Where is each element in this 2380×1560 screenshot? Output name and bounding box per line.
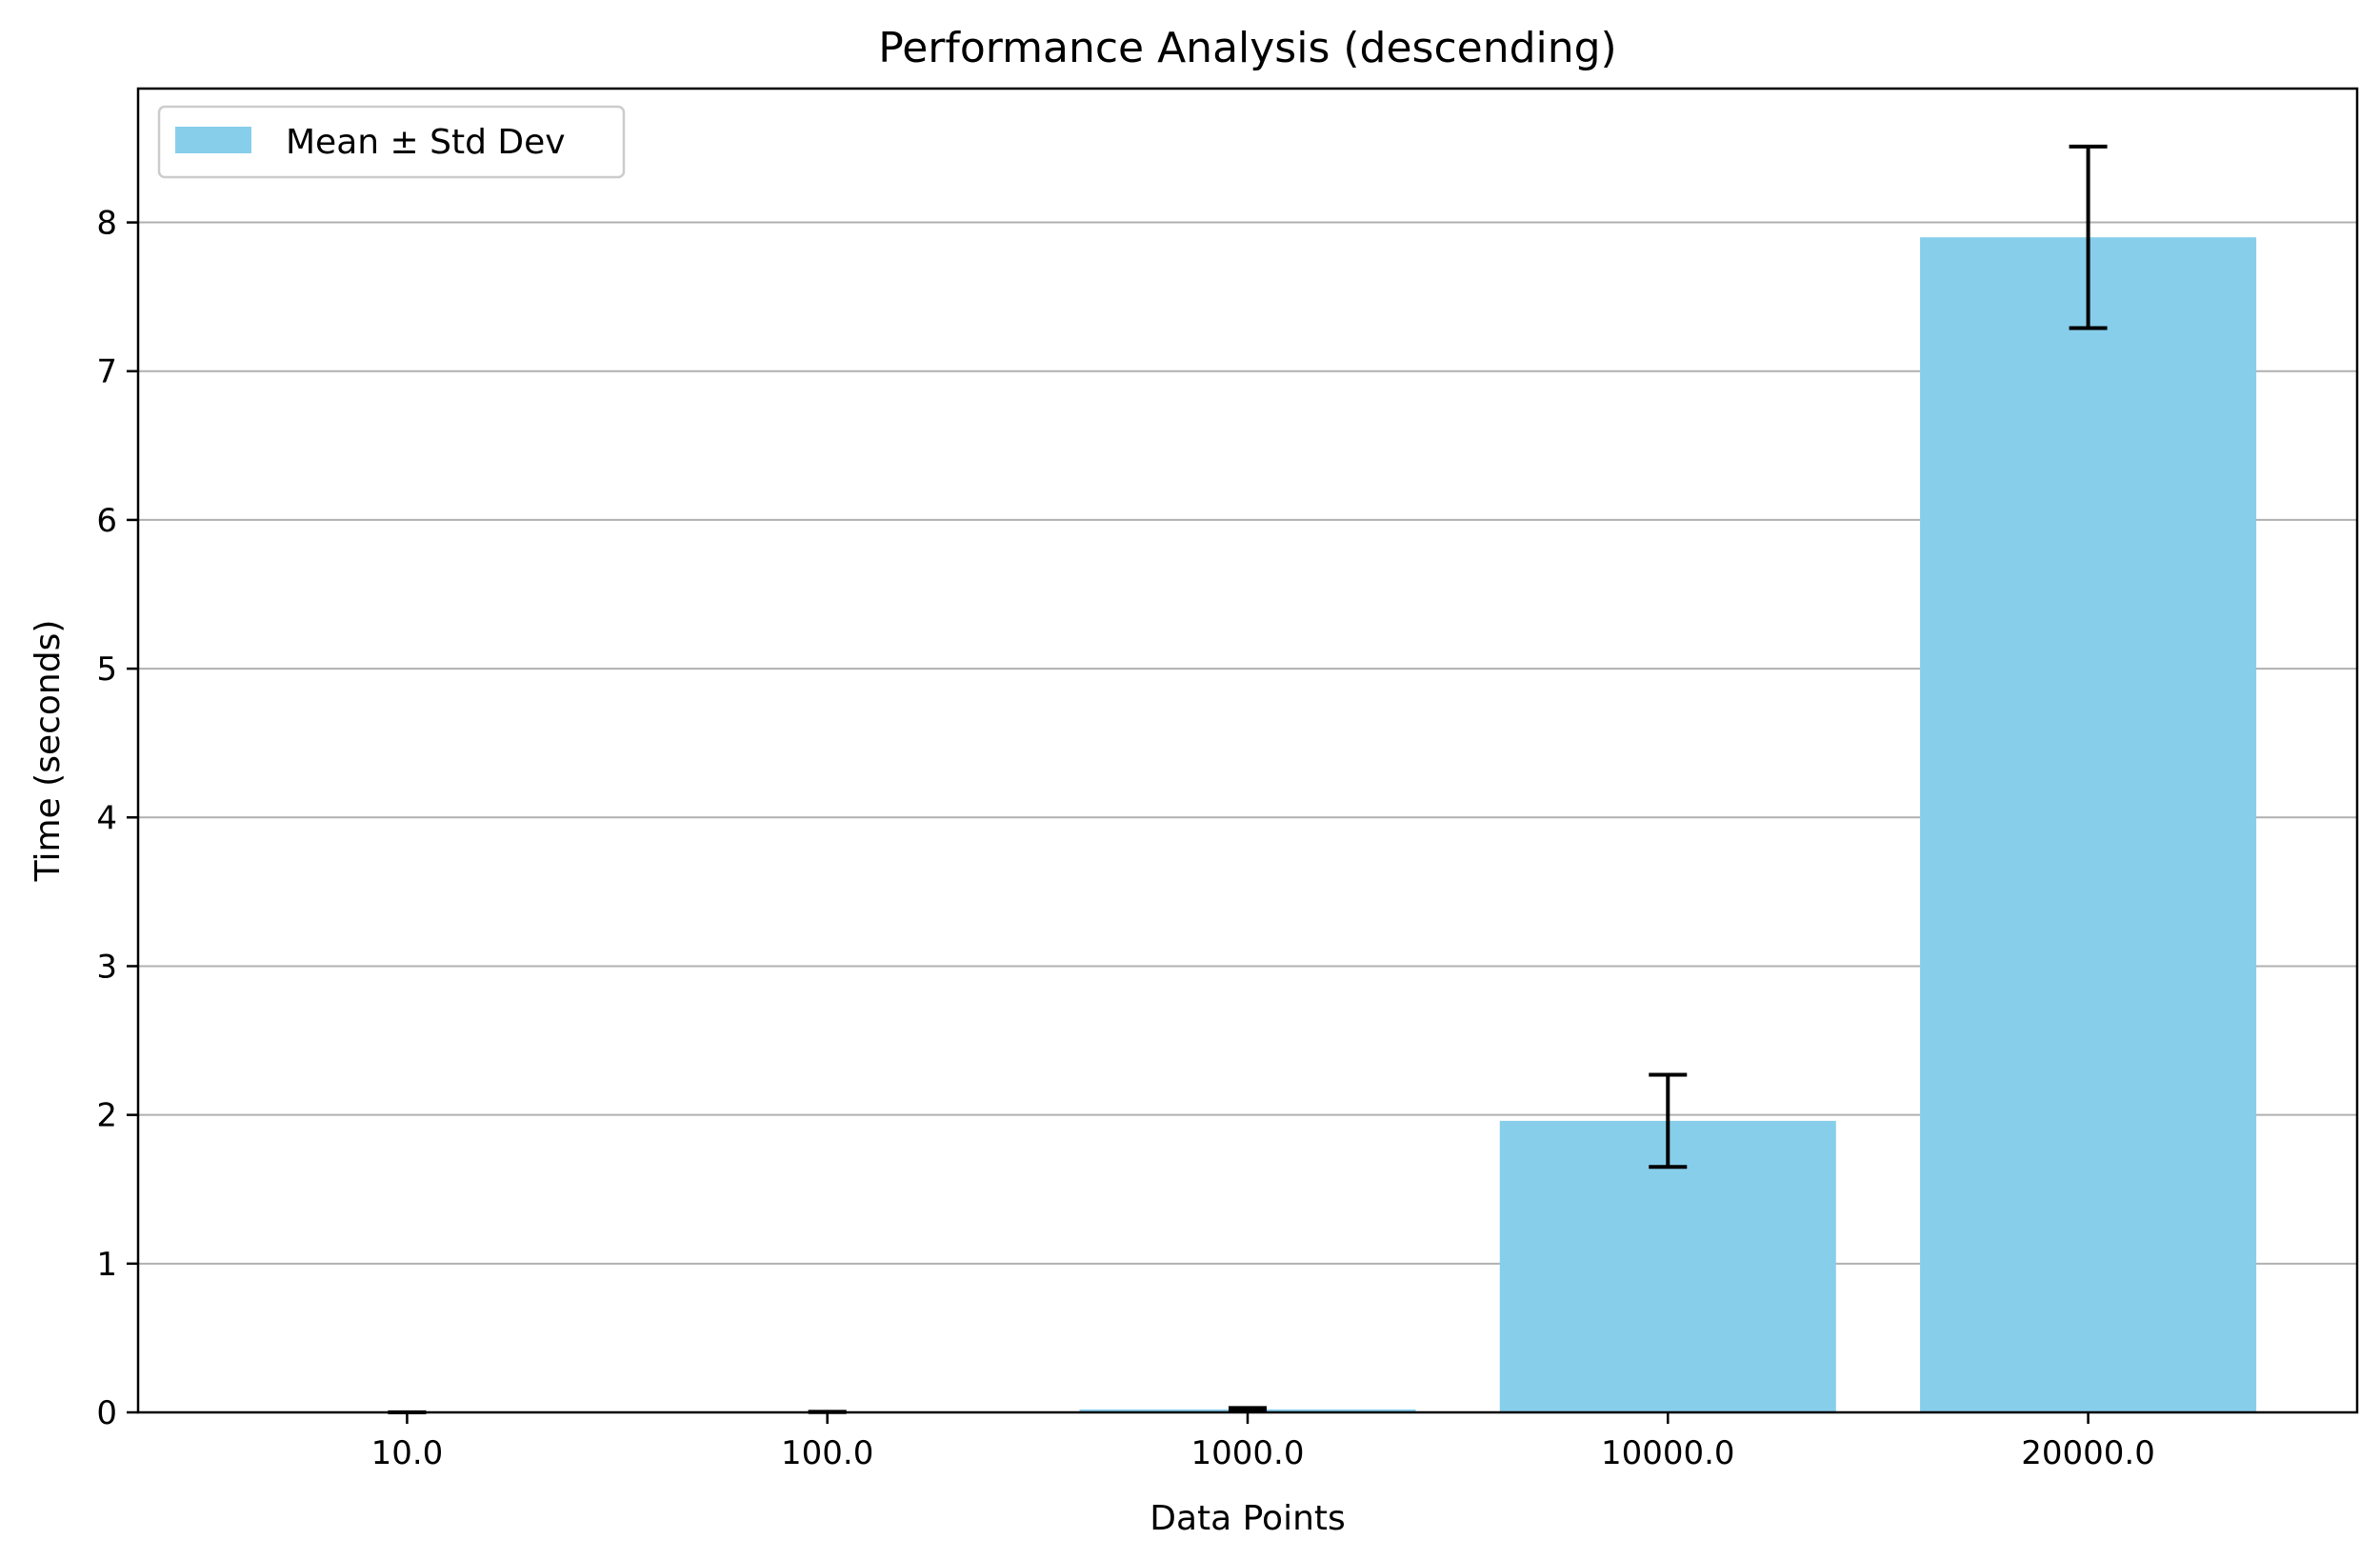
y-tick-label: 8 xyxy=(96,205,117,243)
x-tick-label: 100.0 xyxy=(781,1434,873,1472)
chart-title: Performance Analysis (descending) xyxy=(878,24,1616,72)
error-bar-10000.0 xyxy=(1649,1072,1688,1170)
legend-swatch xyxy=(175,127,251,153)
y-tick-label: 1 xyxy=(96,1246,117,1284)
x-axis-label: Data Points xyxy=(1150,1499,1346,1538)
y-tick-label: 7 xyxy=(96,353,117,391)
y-tick-label: 4 xyxy=(96,799,117,837)
bar-10000.0 xyxy=(1499,1120,1836,1412)
x-tick-label: 1000.0 xyxy=(1191,1434,1305,1472)
bar-20000.0 xyxy=(1920,237,2257,1412)
y-tick-label: 0 xyxy=(96,1394,117,1432)
bars xyxy=(238,237,2257,1412)
error-bar-20000.0 xyxy=(2069,144,2108,330)
legend: Mean ± Std Dev xyxy=(157,105,626,179)
x-tick-label: 20000.0 xyxy=(2021,1434,2155,1472)
y-tick-label: 2 xyxy=(96,1097,117,1135)
y-tick-label: 5 xyxy=(96,650,117,689)
y-axis-label: Time (seconds) xyxy=(29,620,68,883)
y-tick-label: 6 xyxy=(96,502,117,540)
legend-label: Mean ± Std Dev xyxy=(286,123,566,162)
error-bar-1000.0 xyxy=(1229,1406,1267,1413)
x-axis: 10.0 100.0 1000.0 10000.0 20000.0 xyxy=(371,1412,2155,1472)
legend-box xyxy=(157,105,626,179)
y-tick-label: 3 xyxy=(96,948,117,986)
x-tick-label: 10000.0 xyxy=(1601,1434,1735,1472)
y-axis: 0 1 2 3 4 5 6 7 8 xyxy=(96,205,138,1432)
x-tick-label: 10.0 xyxy=(371,1434,444,1472)
